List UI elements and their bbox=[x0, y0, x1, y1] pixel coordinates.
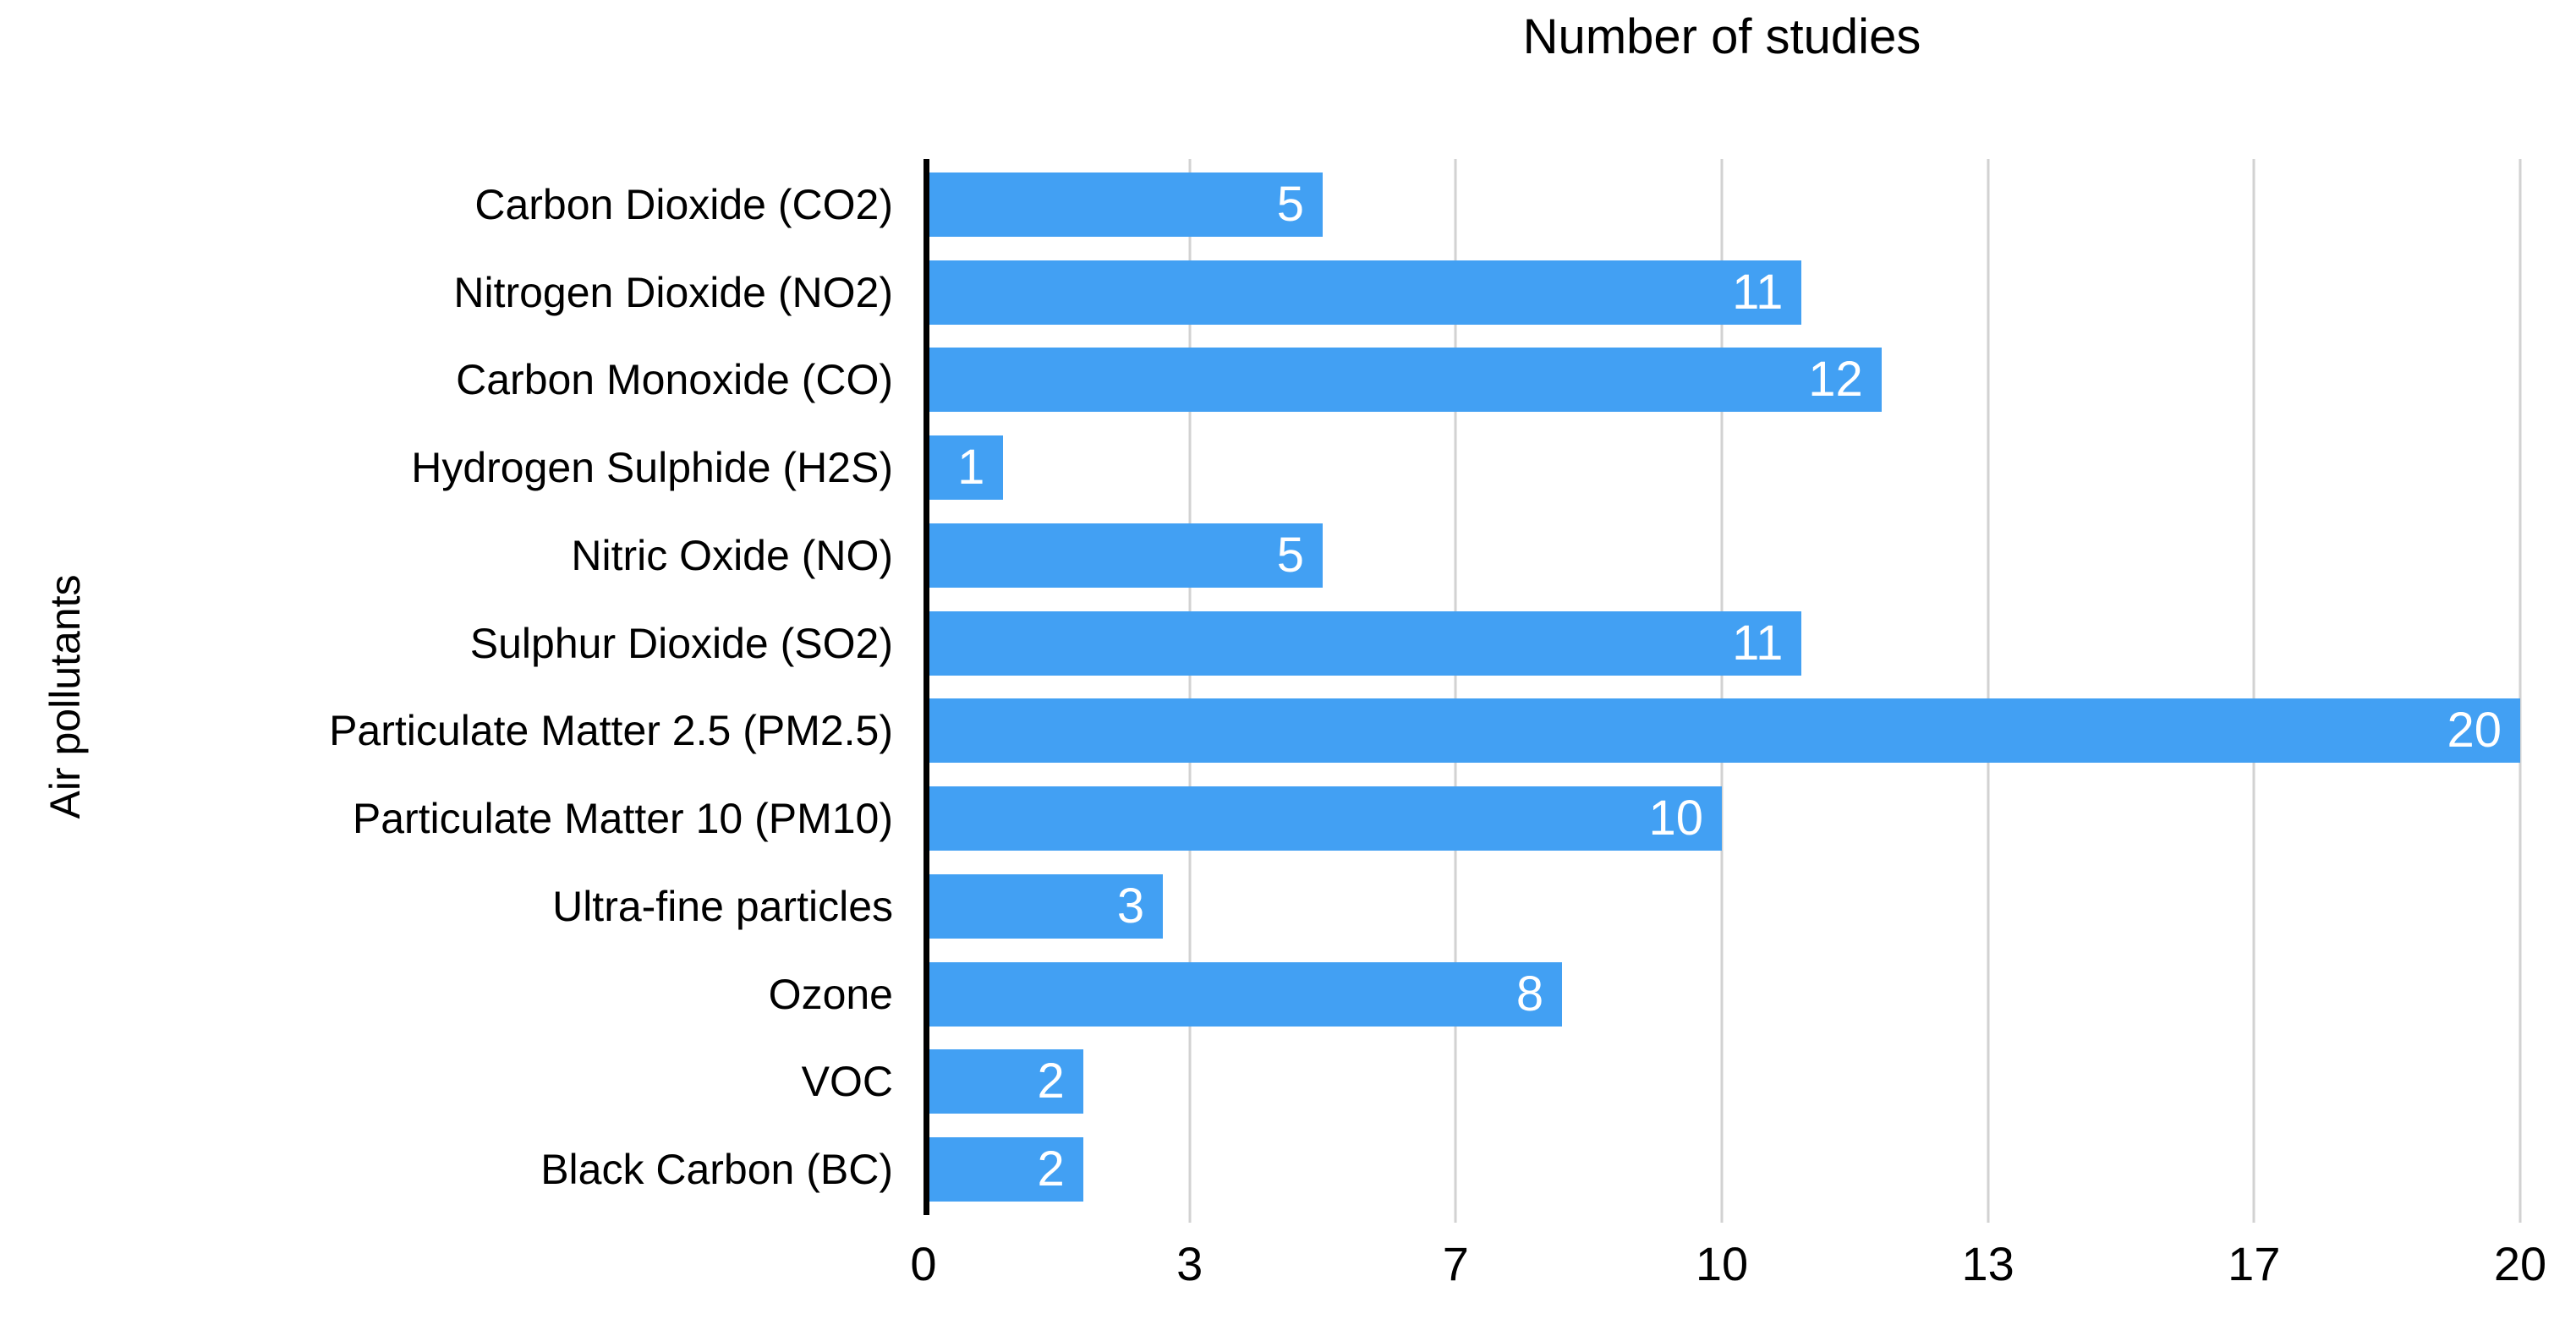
bar: 3 bbox=[924, 873, 1164, 939]
x-axis-tick-labels: 0 3 7 10 13 17 20 bbox=[910, 1236, 2546, 1304]
gridline bbox=[1188, 159, 1192, 1223]
bar-value-label: 11 bbox=[1732, 615, 1784, 671]
x-tick-label: 13 bbox=[1961, 1237, 2014, 1290]
category-label: Carbon Monoxide (CO) bbox=[456, 356, 893, 404]
bar: 8 bbox=[924, 961, 1563, 1027]
gridline bbox=[2252, 159, 2255, 1223]
bar: 11 bbox=[924, 260, 1802, 325]
gridline bbox=[1454, 159, 1457, 1223]
x-tick-label: 10 bbox=[1695, 1237, 1749, 1290]
bar-value-label: 3 bbox=[1116, 878, 1145, 934]
category-label: Particulate Matter 2.5 (PM2.5) bbox=[329, 707, 893, 755]
category-label: Particulate Matter 10 (PM10) bbox=[352, 795, 893, 843]
chart-title: Number of studies bbox=[1522, 9, 1921, 64]
x-tick-label: 3 bbox=[1176, 1237, 1203, 1290]
category-label: Sulphur Dioxide (SO2) bbox=[469, 619, 893, 667]
bar: 2 bbox=[924, 1049, 1083, 1114]
bar-value-label: 5 bbox=[1276, 176, 1304, 232]
category-label: Hydrogen Sulphide (H2S) bbox=[411, 444, 893, 492]
y-axis-line bbox=[924, 159, 929, 1215]
bar: 12 bbox=[924, 348, 1882, 413]
category-label: VOC bbox=[801, 1058, 893, 1106]
category-label: Black Carbon (BC) bbox=[540, 1146, 893, 1194]
x-tick-label: 7 bbox=[1442, 1237, 1469, 1290]
category-label: Carbon Dioxide (CO2) bbox=[474, 180, 893, 228]
category-label: Nitric Oxide (NO) bbox=[571, 531, 893, 579]
bar: 5 bbox=[924, 172, 1323, 237]
bar-value-label: 2 bbox=[1037, 1142, 1065, 1197]
bar-value-label: 20 bbox=[2447, 703, 2502, 758]
bar-value-label: 10 bbox=[1648, 791, 1703, 846]
bar: 20 bbox=[924, 698, 2520, 764]
x-tick-label: 20 bbox=[2493, 1237, 2547, 1290]
x-tick-label: 0 bbox=[910, 1237, 937, 1290]
category-label: Nitrogen Dioxide (NO2) bbox=[453, 268, 893, 316]
bar-value-label: 1 bbox=[957, 440, 985, 496]
bar-value-label: 8 bbox=[1515, 966, 1544, 1021]
bar: 1 bbox=[924, 435, 1004, 501]
category-label: Ultra-fine particles bbox=[552, 882, 893, 930]
bar: 10 bbox=[924, 786, 1722, 851]
gridline bbox=[1720, 159, 1724, 1223]
bar-value-label: 2 bbox=[1037, 1054, 1065, 1109]
gridline bbox=[1987, 159, 1990, 1223]
bar: 2 bbox=[924, 1137, 1083, 1202]
gridline bbox=[2518, 159, 2522, 1223]
bar-value-label: 11 bbox=[1732, 264, 1784, 320]
x-tick-label: 17 bbox=[2228, 1237, 2281, 1290]
bar-value-label: 5 bbox=[1276, 527, 1304, 583]
plot-area: 5 11 12 1 5 11 20 10 3 8 2 2 bbox=[924, 159, 2522, 1223]
category-label: Ozone bbox=[768, 970, 893, 1018]
bar: 5 bbox=[924, 523, 1323, 588]
bar: 11 bbox=[924, 610, 1802, 676]
category-labels: Carbon Dioxide (CO2) Nitrogen Dioxide (NO… bbox=[0, 161, 893, 1213]
bar-value-label: 12 bbox=[1808, 352, 1863, 408]
